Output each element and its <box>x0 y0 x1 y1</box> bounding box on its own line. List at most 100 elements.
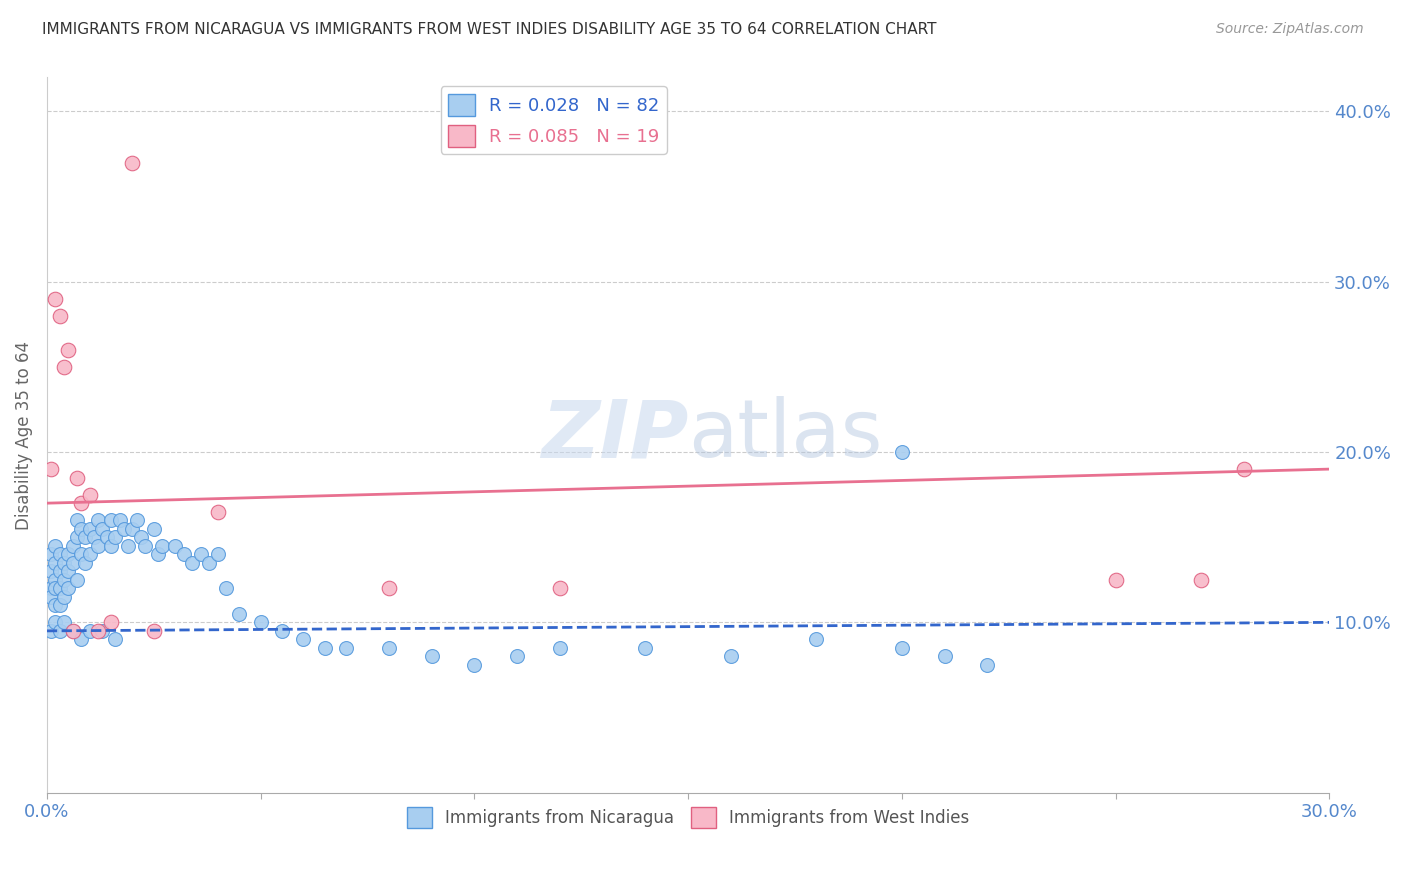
Point <box>548 582 571 596</box>
Point <box>228 607 250 621</box>
Point <box>44 539 66 553</box>
Point <box>335 640 357 655</box>
Legend: Immigrants from Nicaragua, Immigrants from West Indies: Immigrants from Nicaragua, Immigrants fr… <box>401 801 976 834</box>
Point <box>83 530 105 544</box>
Text: atlas: atlas <box>688 396 883 474</box>
Point <box>207 547 229 561</box>
Point <box>100 539 122 553</box>
Point <box>70 522 93 536</box>
Y-axis label: Disability Age 35 to 64: Disability Age 35 to 64 <box>15 341 32 530</box>
Point <box>66 573 89 587</box>
Point <box>87 624 110 638</box>
Point <box>58 343 80 357</box>
Point <box>53 590 76 604</box>
Point <box>249 615 271 630</box>
Point <box>100 615 122 630</box>
Point <box>198 556 221 570</box>
Point <box>134 539 156 553</box>
Point <box>62 624 84 638</box>
Point <box>79 522 101 536</box>
Point <box>44 599 66 613</box>
Point <box>39 624 62 638</box>
Point <box>142 522 165 536</box>
Point <box>104 632 127 647</box>
Point <box>165 539 187 553</box>
Point <box>1189 573 1212 587</box>
Point <box>378 640 401 655</box>
Point <box>100 513 122 527</box>
Point <box>39 462 62 476</box>
Point <box>314 640 336 655</box>
Point <box>70 632 93 647</box>
Point <box>79 488 101 502</box>
Point <box>58 547 80 561</box>
Point <box>190 547 212 561</box>
Point <box>39 582 62 596</box>
Point <box>1104 573 1126 587</box>
Point <box>62 556 84 570</box>
Point <box>48 624 70 638</box>
Point <box>39 547 62 561</box>
Point <box>108 513 131 527</box>
Point <box>181 556 204 570</box>
Point <box>129 530 152 544</box>
Point <box>463 657 485 672</box>
Point <box>87 539 110 553</box>
Point <box>117 539 139 553</box>
Point <box>121 522 143 536</box>
Point <box>142 624 165 638</box>
Point <box>125 513 148 527</box>
Point <box>104 530 127 544</box>
Point <box>112 522 135 536</box>
Text: IMMIGRANTS FROM NICARAGUA VS IMMIGRANTS FROM WEST INDIES DISABILITY AGE 35 TO 64: IMMIGRANTS FROM NICARAGUA VS IMMIGRANTS … <box>42 22 936 37</box>
Point <box>75 556 97 570</box>
Point <box>420 649 443 664</box>
Point <box>173 547 195 561</box>
Point <box>53 573 76 587</box>
Point <box>48 564 70 578</box>
Point <box>44 292 66 306</box>
Point <box>1233 462 1256 476</box>
Point <box>79 624 101 638</box>
Point <box>62 539 84 553</box>
Point <box>53 615 76 630</box>
Point <box>720 649 742 664</box>
Point <box>934 649 956 664</box>
Point <box>48 547 70 561</box>
Point <box>53 359 76 374</box>
Point <box>39 590 62 604</box>
Point <box>66 513 89 527</box>
Point <box>378 582 401 596</box>
Point <box>146 547 169 561</box>
Point <box>292 632 315 647</box>
Point <box>215 582 238 596</box>
Point <box>271 624 294 638</box>
Point <box>634 640 657 655</box>
Point <box>66 470 89 484</box>
Point <box>44 582 66 596</box>
Point <box>48 582 70 596</box>
Point <box>70 496 93 510</box>
Point <box>44 615 66 630</box>
Point <box>890 445 912 459</box>
Point <box>121 155 143 169</box>
Point <box>70 547 93 561</box>
Point <box>976 657 998 672</box>
Point <box>58 582 80 596</box>
Point <box>58 564 80 578</box>
Point <box>87 513 110 527</box>
Point <box>91 522 114 536</box>
Point <box>75 530 97 544</box>
Point <box>806 632 828 647</box>
Point <box>79 547 101 561</box>
Point <box>48 599 70 613</box>
Point <box>150 539 173 553</box>
Point <box>91 624 114 638</box>
Point <box>506 649 529 664</box>
Point <box>548 640 571 655</box>
Point <box>44 556 66 570</box>
Point <box>96 530 118 544</box>
Point <box>66 530 89 544</box>
Point <box>207 505 229 519</box>
Point <box>39 564 62 578</box>
